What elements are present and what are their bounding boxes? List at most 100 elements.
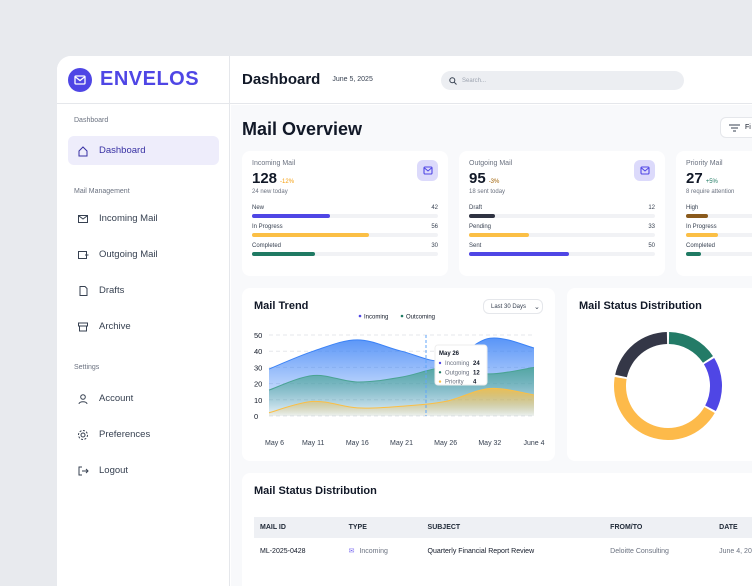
progress-fill (469, 233, 529, 237)
sidebar-item-label: Drafts (99, 285, 125, 296)
x-tick-label: May 32 (478, 440, 501, 447)
logo[interactable]: ENVELOS (57, 56, 229, 104)
mail-date: June 4, 2025 (719, 547, 752, 555)
progress-track (469, 252, 655, 256)
donut-title: Mail Status Distribution (579, 300, 702, 312)
row-value: 42 (431, 205, 438, 211)
row-label: Completed (686, 243, 716, 249)
stat-subtext: 8 require attention (686, 189, 735, 195)
x-tick-label: May 16 (346, 440, 369, 447)
tooltip-label: Priority (445, 380, 464, 386)
sidebar-item-dashboard[interactable]: Dashboard (68, 136, 219, 165)
stat-row: In Progress (686, 224, 752, 237)
stat-subtext: 24 new today (252, 189, 288, 195)
donut-slice[interactable] (668, 332, 713, 363)
page-title: Dashboard (242, 71, 321, 88)
overview-title: Mail Overview (242, 119, 363, 139)
mail-icon-button[interactable] (634, 160, 655, 181)
stat-subtext: 18 sent today (469, 189, 506, 195)
progress-fill (252, 214, 331, 218)
stat-value: 95 -3% (469, 170, 655, 187)
legend-dot (358, 314, 362, 318)
range-dropdown[interactable]: Last 30 Days ⌄ (483, 299, 543, 314)
table-row[interactable]: ML-2025-0428 ✉ Incoming Quarterly Financial… (254, 538, 752, 564)
column-header[interactable]: TYPE (342, 517, 422, 538)
mail-id: ML-2025-0428 (260, 547, 306, 555)
line-outcoming (268, 366, 535, 391)
line-incoming (268, 337, 535, 370)
x-tick-label: May 6 (265, 440, 284, 447)
donut-slice[interactable] (615, 332, 668, 378)
row-label: Draft (469, 205, 483, 211)
sidebar-item-account[interactable]: Account (68, 384, 219, 413)
filter-label: Fi (745, 124, 751, 131)
column-header[interactable]: MAIL ID (254, 517, 343, 538)
sidebar-item-preferences[interactable]: Preferences (68, 420, 219, 449)
search-placeholder: Search... (462, 77, 487, 84)
legend-dot (400, 314, 404, 318)
stat-change: -12% (280, 179, 295, 185)
envelope-icon (68, 67, 92, 92)
filter-button[interactable]: Fi (720, 117, 752, 138)
sidebar-item-label: Outgoing Mail (99, 249, 158, 260)
stat-number: 128 (252, 170, 278, 187)
mail-from: Deloitte Consulting (610, 547, 669, 555)
y-tick-label: 10 (254, 396, 262, 405)
sidebar: ENVELOS Dashboard Mail Management Settin… (57, 56, 230, 586)
stat-number: 95 (469, 170, 486, 187)
progress-fill (686, 214, 709, 218)
sidebar-item-label: Archive (99, 321, 131, 332)
mail-icon-button[interactable] (417, 160, 438, 181)
donut-slice[interactable] (703, 358, 722, 412)
stat-row: Pending 33 (469, 224, 655, 237)
sidebar-item-label: Account (99, 393, 134, 404)
progress-fill (469, 214, 496, 218)
section-mail-management: Mail Management (74, 188, 130, 195)
sidebar-item-logout[interactable]: Logout (68, 456, 219, 485)
mail-trend-card: Mail Trend Last 30 Days ⌄ 0 10 20 30 40 50 May … (242, 288, 555, 461)
logout-icon (78, 466, 89, 475)
gear-icon (78, 429, 88, 440)
section-dashboard: Dashboard (74, 117, 109, 124)
trend-title: Mail Trend (254, 300, 309, 312)
legend-label[interactable]: Outcoming (406, 315, 435, 321)
progress-track (252, 252, 438, 256)
area-priority (269, 388, 534, 416)
status-donut-card: Mail Status Distribution (567, 288, 752, 461)
row-label: In Progress (252, 224, 283, 230)
column-header[interactable]: FROM/TO (604, 517, 714, 538)
sidebar-item-outgoing-mail[interactable]: Outgoing Mail (68, 240, 219, 269)
sidebar-item-label: Logout (99, 465, 129, 476)
x-tick-label: May 26 (434, 440, 457, 447)
trend-chart: 0 10 20 30 40 50 May 6 May 11 May 16 May 21 May 26… (254, 314, 545, 448)
progress-track (686, 252, 752, 256)
sidebar-item-label: Dashboard (99, 145, 146, 156)
tooltip-label: Incoming (445, 361, 469, 367)
sidebar-item-archive[interactable]: Archive (68, 312, 219, 341)
x-tick-label: June 4 (523, 440, 544, 447)
tooltip (434, 344, 488, 386)
mail-in-icon: ✉ (348, 548, 355, 555)
mail-table: MAIL ID TYPE SUBJECT FROM/TO DATE ML-2025-04… (254, 517, 752, 564)
section-settings: Settings (74, 364, 100, 371)
progress-fill (469, 252, 570, 256)
row-label: Sent (469, 243, 482, 249)
row-label: New (252, 205, 265, 211)
column-header[interactable]: SUBJECT (421, 517, 605, 538)
range-label: Last 30 Days (491, 303, 527, 310)
row-value: 33 (648, 224, 655, 230)
legend-label[interactable]: Incoming (364, 315, 388, 321)
stat-change: +5% (705, 179, 718, 185)
column-header[interactable]: DATE (713, 517, 752, 538)
progress-track (469, 233, 655, 237)
search-input[interactable]: Search... (441, 71, 684, 90)
archive-icon (78, 322, 88, 331)
donut-slice[interactable] (614, 376, 715, 440)
stat-number: 27 (686, 170, 703, 187)
row-label: High (686, 205, 699, 211)
x-tick-label: May 21 (390, 440, 413, 447)
sidebar-item-drafts[interactable]: Drafts (68, 276, 219, 305)
sidebar-item-incoming-mail[interactable]: Incoming Mail (68, 204, 219, 233)
progress-track (686, 214, 752, 218)
mail-in-icon (78, 214, 88, 223)
